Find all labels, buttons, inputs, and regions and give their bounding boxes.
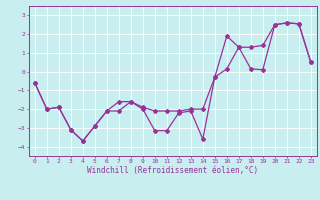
X-axis label: Windchill (Refroidissement éolien,°C): Windchill (Refroidissement éolien,°C) [87, 166, 258, 175]
